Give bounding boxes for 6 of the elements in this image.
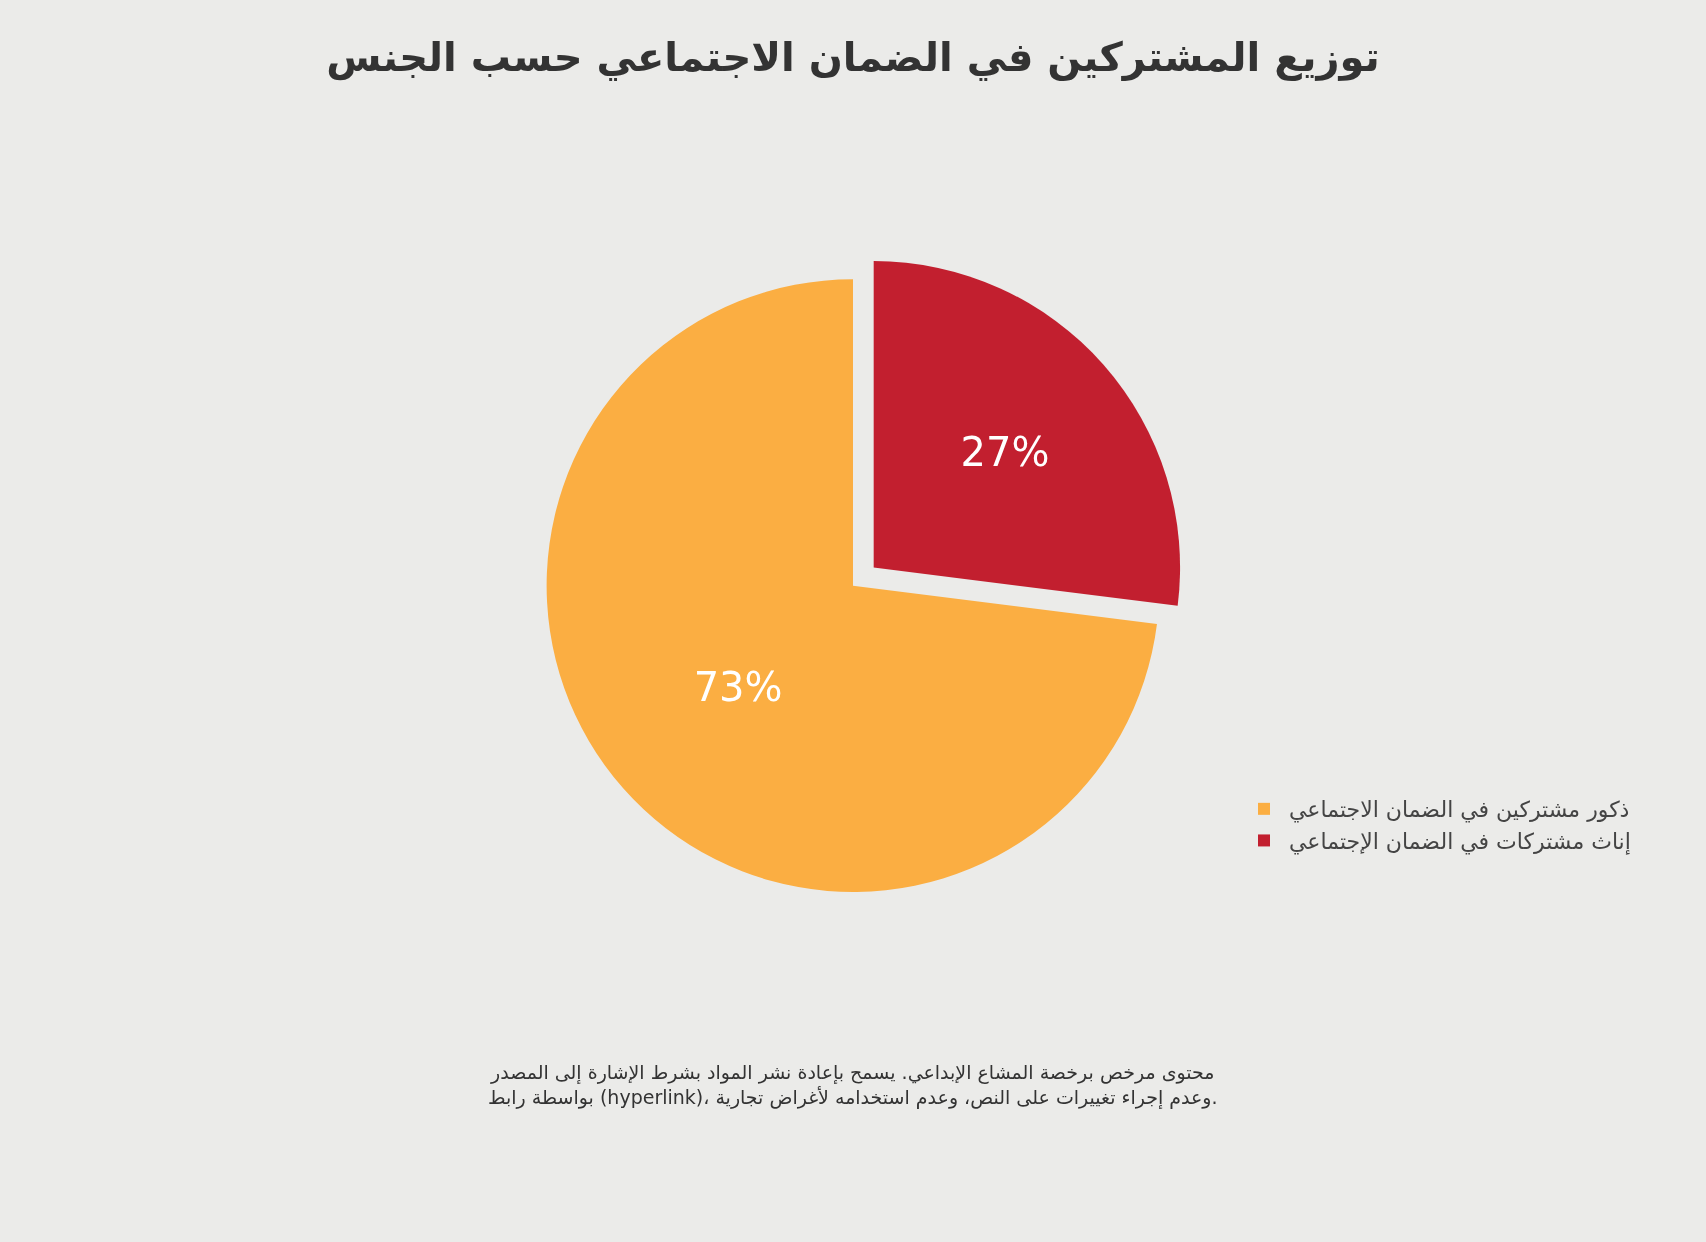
legend-label: ذكور مشتركين في الضمان الاجتماعي	[1289, 797, 1630, 824]
data-label: 27%	[960, 428, 1050, 475]
data-label: 73%	[693, 663, 783, 710]
legend-label: إناث مشتركات في الضمان الإجتماعي	[1289, 829, 1631, 856]
chart-title: توزيع المشتركين في الضمان الاجتماعي حسب الجنس	[326, 34, 1380, 82]
text: محتوى مرخص برخصة المشاع الإبداعي. يسمح بإعادة نشر المواد بشرط الإشارة إلى المصدر بواسطة رابط (hyperlink)، وعدم إجراء تغييرات على النص، وعدم استخدامه لأغراض تجارية.	[488, 1061, 1218, 1110]
